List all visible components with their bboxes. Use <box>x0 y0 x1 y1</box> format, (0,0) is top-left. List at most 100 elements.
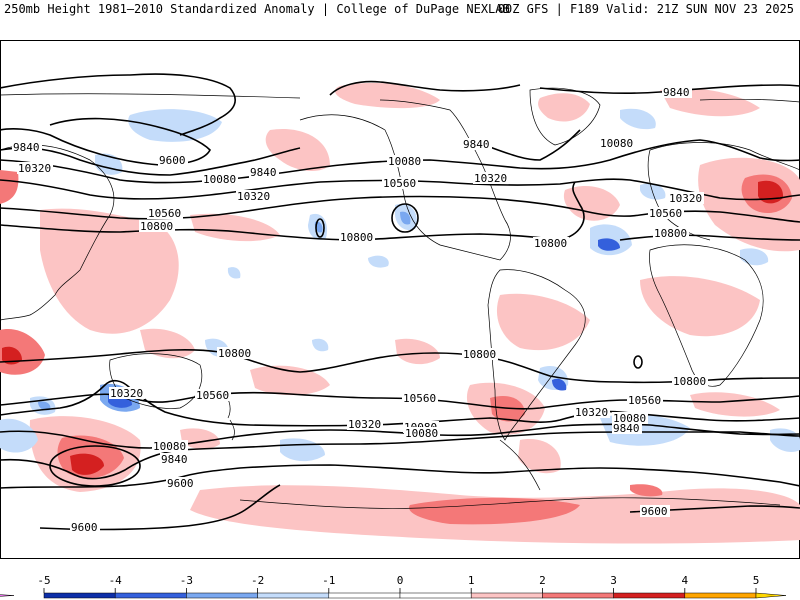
anomaly-positive <box>40 208 179 334</box>
svg-text:10800: 10800 <box>218 347 251 360</box>
colorbar-ticks: -5 -4 -3 -2 -1 0 1 2 3 4 5 <box>37 574 759 593</box>
svg-text:9840: 9840 <box>613 422 640 435</box>
contour-10080-north <box>0 139 800 184</box>
weather-map: 9840 10320 9600 9840 10080 10560 10800 1… <box>0 40 800 559</box>
contour-label: 10560 <box>147 207 183 220</box>
contour-label: 10320 <box>668 192 704 205</box>
contour-label: 10800 <box>217 347 253 360</box>
anomaly-positive <box>563 185 620 221</box>
anomaly-negative <box>128 109 222 142</box>
closed-contour-pacific-low <box>315 218 325 238</box>
contour-label: 10320 <box>17 162 53 175</box>
svg-text:10320: 10320 <box>18 162 51 175</box>
svg-text:9840: 9840 <box>663 86 690 99</box>
svg-text:10560: 10560 <box>196 389 229 402</box>
anomaly-positive <box>518 439 561 474</box>
contour-label: 10560 <box>648 207 684 220</box>
svg-text:10320: 10320 <box>348 418 381 431</box>
colorbar-segment <box>257 592 330 599</box>
svg-text:10320: 10320 <box>110 387 143 400</box>
contour-label: 10560 <box>382 177 418 190</box>
contour-label: 9600 <box>158 154 188 167</box>
anomaly-negative <box>770 428 800 452</box>
colorbar-tick-label: -1 <box>322 574 335 587</box>
svg-text:9600: 9600 <box>71 521 98 534</box>
svg-text:10080: 10080 <box>388 155 421 168</box>
closed-contour-antarctic-low <box>49 445 141 487</box>
colorbar-tick-label: 0 <box>397 574 404 587</box>
contour-label: 10800 <box>139 220 175 233</box>
anomaly-negative <box>312 338 329 352</box>
anomaly-positive <box>250 365 330 396</box>
colorbar-segment <box>186 592 258 599</box>
anomaly-negative <box>400 211 411 225</box>
colorbar-segment <box>470 592 543 599</box>
svg-text:10080: 10080 <box>613 412 646 425</box>
contour-label: 10800 <box>533 237 569 250</box>
anomaly-negative <box>552 378 567 391</box>
contour-label: 10800 <box>339 231 375 244</box>
contour-label: 9840 <box>662 86 692 99</box>
svg-text:10800: 10800 <box>534 237 567 250</box>
coastline-antarctic-peninsula <box>499 439 541 491</box>
colorbar-tick-label: 2 <box>539 574 546 587</box>
coastline-arctic <box>0 93 800 103</box>
svg-text:9840: 9840 <box>161 453 188 466</box>
anomaly-positive <box>2 346 22 365</box>
anomaly-positive <box>70 453 104 475</box>
svg-text:10800: 10800 <box>463 348 496 361</box>
svg-text:9840: 9840 <box>250 166 277 179</box>
svg-text:10080: 10080 <box>153 440 186 453</box>
colorbar-min-arrow <box>0 594 15 597</box>
contour-label: 10080 <box>599 137 635 150</box>
svg-text:10560: 10560 <box>649 207 682 220</box>
colorbar-segment <box>114 592 187 599</box>
colorbar-tick-label: -2 <box>251 574 264 587</box>
svg-text:10320: 10320 <box>669 192 702 205</box>
model-run-info: 00Z GFS | F189 Valid: 21Z SUN NOV 23 202… <box>497 2 794 16</box>
anomaly-positive <box>0 170 19 204</box>
anomaly-negative <box>0 418 38 453</box>
anomaly-positive <box>335 82 440 109</box>
colorbar-segment <box>328 592 401 599</box>
anomaly-positive <box>496 293 590 351</box>
contour-labels: 9840 10320 9600 9840 10080 10560 10800 1… <box>12 86 708 534</box>
anomaly-shading <box>0 82 800 544</box>
svg-text:10800: 10800 <box>654 227 687 240</box>
contour-label: 10320 <box>347 418 383 431</box>
anomaly-colorbar: -5 -4 -3 -2 -1 0 1 2 3 4 5 <box>0 574 787 599</box>
svg-text:10320: 10320 <box>237 190 270 203</box>
anomaly-negative <box>280 438 325 462</box>
svg-text:10560: 10560 <box>403 392 436 405</box>
svg-text:10800: 10800 <box>340 231 373 244</box>
anomaly-positive <box>690 392 780 417</box>
colorbar-segment <box>399 592 472 599</box>
coastlines <box>0 87 800 509</box>
contour-label: 10320 <box>473 172 509 185</box>
colorbar-tick-label: 4 <box>681 574 688 587</box>
anomaly-positive <box>409 497 580 525</box>
colorbar-segment <box>43 592 116 599</box>
contour-10800-south <box>0 349 800 384</box>
contour-label: 10080 <box>404 427 440 440</box>
colorbar-segment <box>613 592 686 599</box>
colorbar-max-arrow <box>755 592 787 599</box>
contour-label: 10320 <box>574 406 610 419</box>
contour-label: 10800 <box>672 375 708 388</box>
colorbar-tick-label: -5 <box>37 574 50 587</box>
svg-text:9600: 9600 <box>167 477 194 490</box>
contour-label: 9840 <box>249 166 279 179</box>
contour-label: 10080 <box>387 155 423 168</box>
svg-text:10320: 10320 <box>474 172 507 185</box>
svg-text:10320: 10320 <box>575 406 608 419</box>
anomaly-negative <box>598 238 620 251</box>
closed-contour-california-low <box>391 203 419 233</box>
svg-text:9840: 9840 <box>13 141 40 154</box>
contour-label: 9840 <box>160 453 190 466</box>
contour-label: 9600 <box>166 477 196 490</box>
contour-label: 10800 <box>462 348 498 361</box>
colorbar-segment <box>684 592 757 599</box>
contour-label: 10320 <box>236 190 272 203</box>
closed-contour-atlantic-low <box>633 355 643 369</box>
colorbar-tick-label: 5 <box>753 574 760 587</box>
